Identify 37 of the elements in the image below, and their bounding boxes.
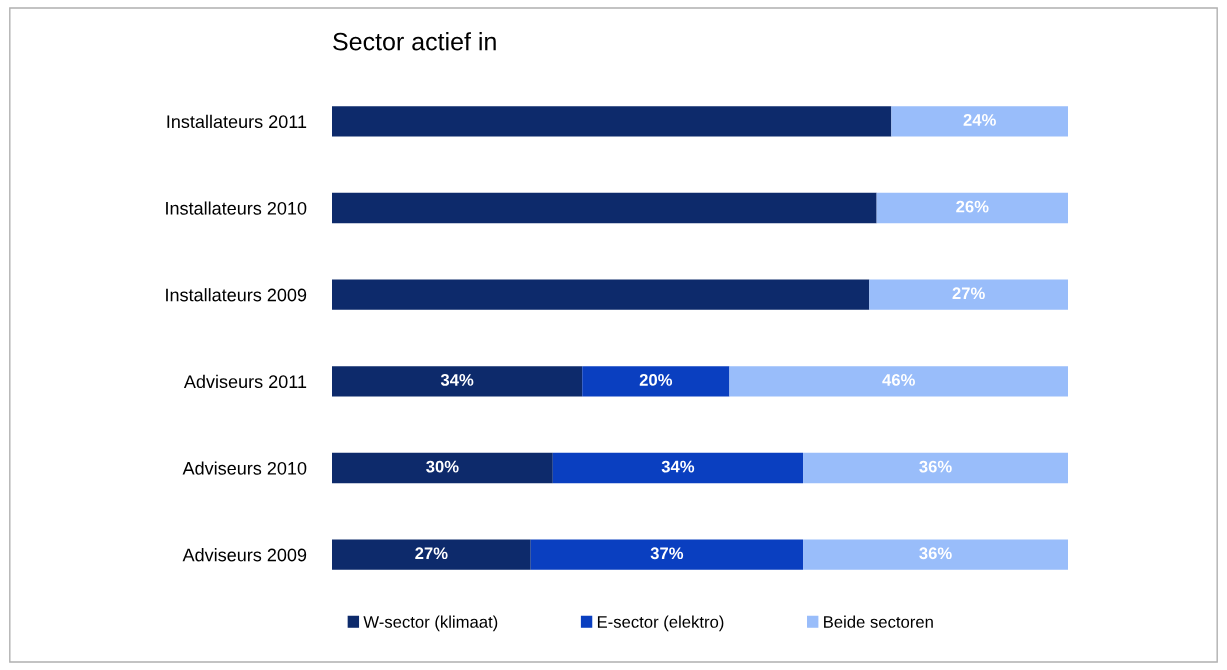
legend-label: W-sector (klimaat) (363, 615, 498, 632)
legend-label: E-sector (elektro) (597, 615, 724, 632)
y-tick-label: Adviseurs 2010 (182, 461, 307, 475)
data-label: 20% (639, 374, 673, 386)
y-tick-label: Adviseurs 2009 (182, 548, 307, 562)
bar (869, 279, 1068, 310)
bar (876, 192, 1068, 224)
data-label: 26% (956, 200, 989, 213)
chart-title: Sector actief in (333, 32, 496, 51)
bar (332, 192, 877, 224)
data-label: 24% (963, 114, 996, 126)
bar (803, 539, 1068, 570)
y-tick-label: Installateurs 2010 (166, 201, 307, 215)
data-label: 36% (919, 460, 952, 473)
bar (332, 366, 583, 397)
data-label: 34% (440, 374, 474, 386)
data-label: 30% (426, 460, 459, 473)
y-tick-label: Installateurs 2009 (166, 288, 307, 302)
data-label: 27% (952, 287, 985, 300)
y-tick-label: Adviseurs 2011 (183, 374, 307, 389)
bar (332, 452, 553, 484)
bar (803, 452, 1068, 484)
data-label: 34% (661, 460, 695, 473)
data-label: 46% (882, 374, 915, 386)
data-label: 36% (919, 547, 952, 560)
data-label: 37% (650, 547, 684, 560)
bar (332, 279, 870, 310)
bar (332, 539, 531, 570)
bar (729, 366, 1068, 397)
data-label: 27% (415, 547, 448, 560)
y-tick-label: Installateurs 2011 (167, 114, 307, 129)
bar (582, 366, 730, 397)
legend-label: Beide sectoren (824, 615, 933, 628)
bar (552, 452, 804, 484)
bar (332, 106, 892, 137)
bar (530, 539, 804, 570)
bar (891, 106, 1068, 137)
